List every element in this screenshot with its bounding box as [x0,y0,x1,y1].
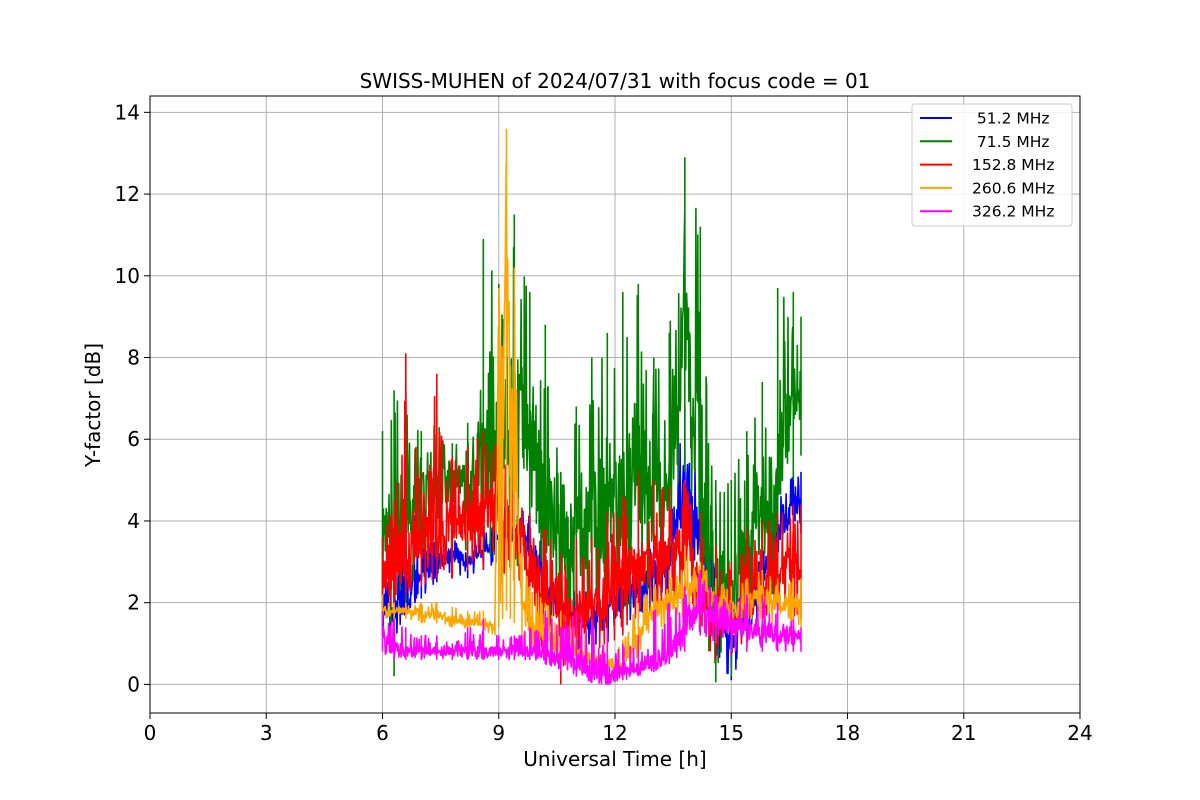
x-tick-label: 21 [951,721,976,745]
legend-entry-label: 152.8 MHz [972,156,1054,174]
legend-entry-label: 260.6 MHz [972,179,1054,197]
legend-entry-label: 326.2 MHz [972,203,1054,221]
x-tick-label: 6 [376,721,389,745]
y-tick-label: 12 [115,182,140,206]
legend-entry-label: 51.2 MHz [972,110,1050,128]
x-tick-label: 0 [144,721,157,745]
y-tick-label: 2 [127,591,140,615]
chart-title: SWISS-MUHEN of 2024/07/31 with focus cod… [360,69,871,93]
legend: 51.2 MHz 71.5 MHz 152.8 MHz 260.6 MHz 326.2… [911,103,1073,227]
legend-entry-label: 71.5 MHz [972,133,1050,151]
x-tick-label: 9 [492,721,505,745]
series-line-5 [381,570,802,685]
y-tick-label: 0 [127,672,140,696]
x-tick-label: 12 [602,721,627,745]
x-tick-label: 3 [260,721,273,745]
x-tick-label: 18 [835,721,860,745]
y-tick-label: 4 [127,509,140,533]
legend-box [911,103,1073,227]
y-tick-label: 14 [115,100,140,124]
y-axis-label: Y-factor [dB] [81,343,105,468]
y-tick-label: 8 [127,346,140,370]
x-tick-label: 15 [719,721,744,745]
x-tick-label: 24 [1067,721,1092,745]
y-tick-label: 6 [127,427,140,451]
x-axis-label: Universal Time [h] [523,747,706,771]
series-layer [381,128,802,685]
y-tick-label: 10 [115,264,140,288]
